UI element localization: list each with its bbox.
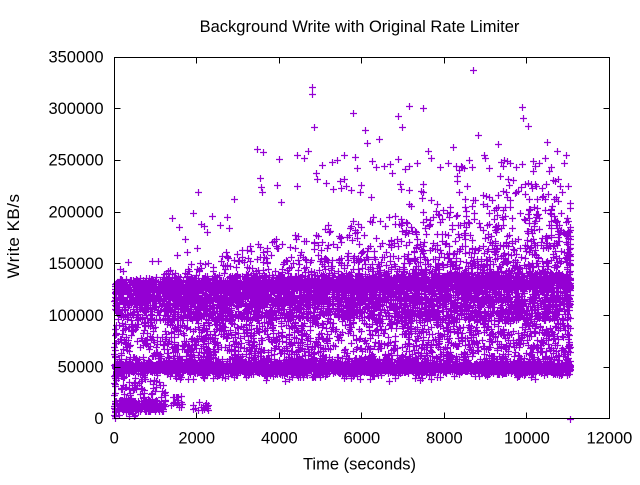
svg-text:2000: 2000 — [178, 429, 215, 447]
svg-text:0: 0 — [110, 429, 119, 447]
svg-text:250000: 250000 — [48, 152, 103, 170]
svg-text:4000: 4000 — [261, 429, 298, 447]
svg-text:200000: 200000 — [48, 203, 103, 221]
svg-text:8000: 8000 — [426, 429, 463, 447]
svg-text:350000: 350000 — [48, 48, 103, 66]
svg-text:Time (seconds): Time (seconds) — [303, 456, 416, 474]
svg-text:150000: 150000 — [48, 255, 103, 273]
svg-text:12000: 12000 — [586, 429, 632, 447]
svg-text:50000: 50000 — [58, 358, 104, 376]
svg-text:0: 0 — [94, 410, 103, 428]
svg-text:100000: 100000 — [48, 307, 103, 325]
svg-text:Background Write with Original: Background Write with Original Rate Limi… — [200, 18, 520, 36]
svg-text:10000: 10000 — [504, 429, 550, 447]
svg-text:6000: 6000 — [343, 429, 380, 447]
svg-text:300000: 300000 — [48, 100, 103, 118]
svg-text:Write KB/s: Write KB/s — [4, 194, 23, 279]
